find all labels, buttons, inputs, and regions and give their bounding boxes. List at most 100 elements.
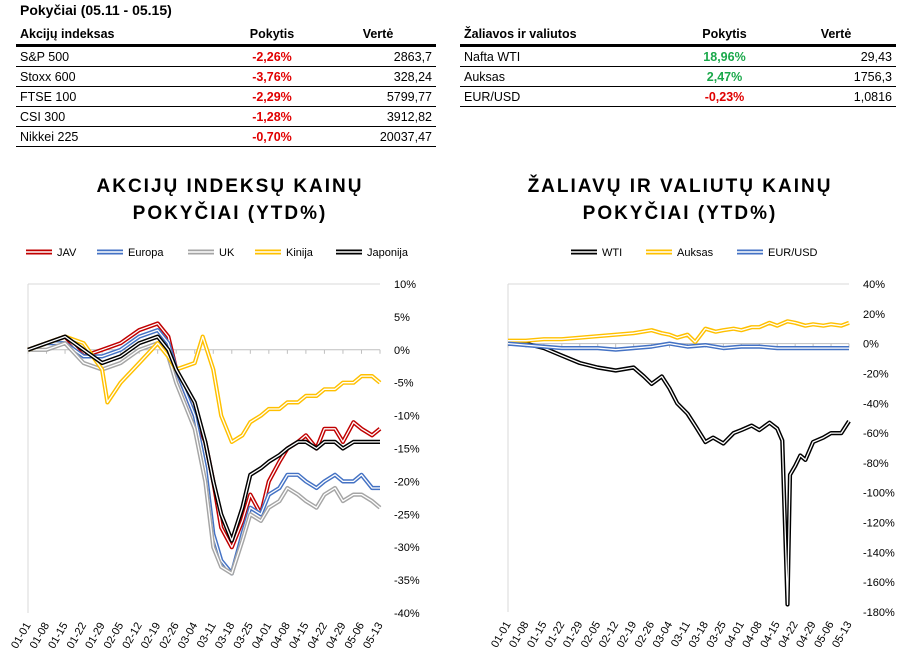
c1-series-line-inner <box>27 335 380 542</box>
indices-col-name: Akcijų indeksas <box>16 24 224 47</box>
chart1-title-line2: POKYČIAI (YTD%) <box>132 203 328 224</box>
chart2-title-line1: ŽALIAVŲ IR VALIUTŲ KAINŲ <box>527 176 833 197</box>
c1-legend-item: Kinija <box>255 247 314 259</box>
c2-ytick-label: -20% <box>863 368 889 380</box>
c1-legend-item: Japonija <box>336 247 409 259</box>
commodities-row-change: -0,23% <box>673 86 776 107</box>
indices-row-value: 20037,47 <box>320 126 436 147</box>
indices-row: Stoxx 600 -3,76% 328,24 <box>16 66 436 87</box>
commodities-row-value: 29,43 <box>776 45 896 67</box>
indices-row-change: -2,26% <box>224 45 320 67</box>
c2-legend-item: Auksas <box>646 247 714 259</box>
c1-legend-label: UK <box>219 247 235 259</box>
c2-series-line-inner <box>508 342 850 606</box>
c1-series-line-inner <box>27 322 381 548</box>
indices-row: Nikkei 225 -0,70% 20037,47 <box>16 126 436 147</box>
commodities-row: Nafta WTI 18,96% 29,43 <box>460 45 896 67</box>
commodities-line-chart: WTI Auksas EUR/USD 40% 20% 0% -20% -40% -60% -80%… <box>489 247 895 650</box>
c1-ytick-label: -15% <box>394 444 420 456</box>
c1-legend-label: JAV <box>57 247 77 259</box>
indices-row-change: -1,28% <box>224 106 320 127</box>
c1-ytick-label: -5% <box>394 378 414 390</box>
indices-row-value: 2863,7 <box>320 45 436 67</box>
c2-legend-item: WTI <box>571 247 622 259</box>
c2-ytick-label: -160% <box>863 577 895 589</box>
indices-line-chart: JAV Europa UK Kinija Japonija 10% 5% 0% -5% -10% -… <box>9 247 420 651</box>
c1-ytick-label: -25% <box>394 509 420 521</box>
indices-row-value: 3912,82 <box>320 106 436 127</box>
commodities-col-value: Vertė <box>776 24 896 47</box>
c2-series-line-inner <box>507 342 849 351</box>
commodities-row-value: 1,0816 <box>776 86 896 107</box>
chart1-title: AKCIJŲ INDEKSŲ KAINŲ POKYČIAI (YTD%) <box>20 173 440 227</box>
c1-series-line-inner <box>28 342 381 575</box>
c1-legend-label: Kinija <box>286 247 314 259</box>
indices-row-value: 328,24 <box>320 66 436 87</box>
commodities-table: Žaliavos ir valiutos Pokytis Vertė Nafta… <box>460 24 896 107</box>
chart1-title-line1: AKCIJŲ INDEKSŲ KAINŲ <box>96 176 364 197</box>
indices-row-name: FTSE 100 <box>16 86 224 107</box>
commodities-row: Auksas 2,47% 1756,3 <box>460 66 896 87</box>
chart2-title: ŽALIAVŲ IR VALIUTŲ KAINŲ POKYČIAI (YTD%) <box>465 173 895 227</box>
indices-row-name: Nikkei 225 <box>16 126 224 147</box>
c2-ytick-label: -100% <box>863 488 895 500</box>
c2-series-line-wti <box>508 341 851 607</box>
c2-legend-item: EUR/USD <box>737 247 818 259</box>
indices-col-change: Pokytis <box>224 24 320 47</box>
c1-legend-item: Europa <box>97 247 164 259</box>
indices-row-change: -2,29% <box>224 86 320 107</box>
commodities-row-value: 1756,3 <box>776 66 896 87</box>
c2-ytick-label: 0% <box>863 339 879 351</box>
c1-legend-item: UK <box>188 247 235 259</box>
c1-ytick-label: -35% <box>394 575 420 587</box>
c2-ytick-label: -80% <box>863 458 889 470</box>
c2-legend-label: WTI <box>602 247 622 259</box>
c2-ytick-label: -180% <box>863 607 895 619</box>
c1-ytick-label: 5% <box>394 312 410 324</box>
c1-ytick-label: 0% <box>394 345 410 357</box>
chart2-title-line2: POKYČIAI (YTD%) <box>582 203 778 224</box>
c1-series-line-europa <box>27 327 380 576</box>
page-title: Pokyčiai (05.11 - 05.15) <box>20 2 172 18</box>
c1-legend-item: JAV <box>26 247 77 259</box>
indices-row-change: -0,70% <box>224 126 320 147</box>
c1-legend-label: Europa <box>128 247 164 259</box>
c1-ytick-label: -30% <box>394 542 420 554</box>
indices-row: S&P 500 -2,26% 2863,7 <box>16 45 436 67</box>
c2-ytick-label: -140% <box>863 547 895 559</box>
indices-row-value: 5799,77 <box>320 86 436 107</box>
c2-ytick-label: -120% <box>863 518 895 530</box>
indices-row: CSI 300 -1,28% 3912,82 <box>16 106 436 127</box>
indices-col-value: Vertė <box>320 24 436 47</box>
indices-row-change: -3,76% <box>224 66 320 87</box>
c2-ytick-label: -60% <box>863 428 889 440</box>
commodities-row-name: Auksas <box>460 66 673 87</box>
indices-row-name: Stoxx 600 <box>16 66 224 87</box>
c1-ytick-label: -40% <box>394 608 420 620</box>
commodities-header-row: Žaliavos ir valiutos Pokytis Vertė <box>460 24 896 47</box>
c2-legend-label: Auksas <box>677 247 714 259</box>
indices-row-name: CSI 300 <box>16 106 224 127</box>
c1-ytick-label: -20% <box>394 476 420 488</box>
c2-ytick-label: 20% <box>863 309 885 321</box>
indices-row: FTSE 100 -2,29% 5799,77 <box>16 86 436 107</box>
c1-ytick-label: 10% <box>394 279 416 291</box>
indices-row-name: S&P 500 <box>16 45 224 67</box>
commodities-col-name: Žaliavos ir valiutos <box>460 24 673 47</box>
commodities-row-name: EUR/USD <box>460 86 673 107</box>
commodities-row-name: Nafta WTI <box>460 45 673 67</box>
c2-legend-label: EUR/USD <box>768 247 818 259</box>
c2-ytick-label: -40% <box>863 398 889 410</box>
c1-xtick-label: 05-13 <box>361 621 385 651</box>
indices-table: Akcijų indeksas Pokytis Vertė S&P 500 -2,… <box>16 24 436 147</box>
c2-series-line-inner <box>508 320 850 343</box>
commodities-row: EUR/USD -0,23% 1,0816 <box>460 86 896 107</box>
commodities-row-change: 18,96% <box>673 45 776 67</box>
c1-series-line-inner <box>27 335 381 443</box>
c2-ytick-label: 40% <box>863 279 885 291</box>
c1-legend-label: Japonija <box>367 247 409 259</box>
indices-header-row: Akcijų indeksas Pokytis Vertė <box>16 24 436 47</box>
c1-ytick-label: -10% <box>394 411 420 423</box>
commodities-row-change: 2,47% <box>673 66 776 87</box>
commodities-col-change: Pokytis <box>673 24 776 47</box>
